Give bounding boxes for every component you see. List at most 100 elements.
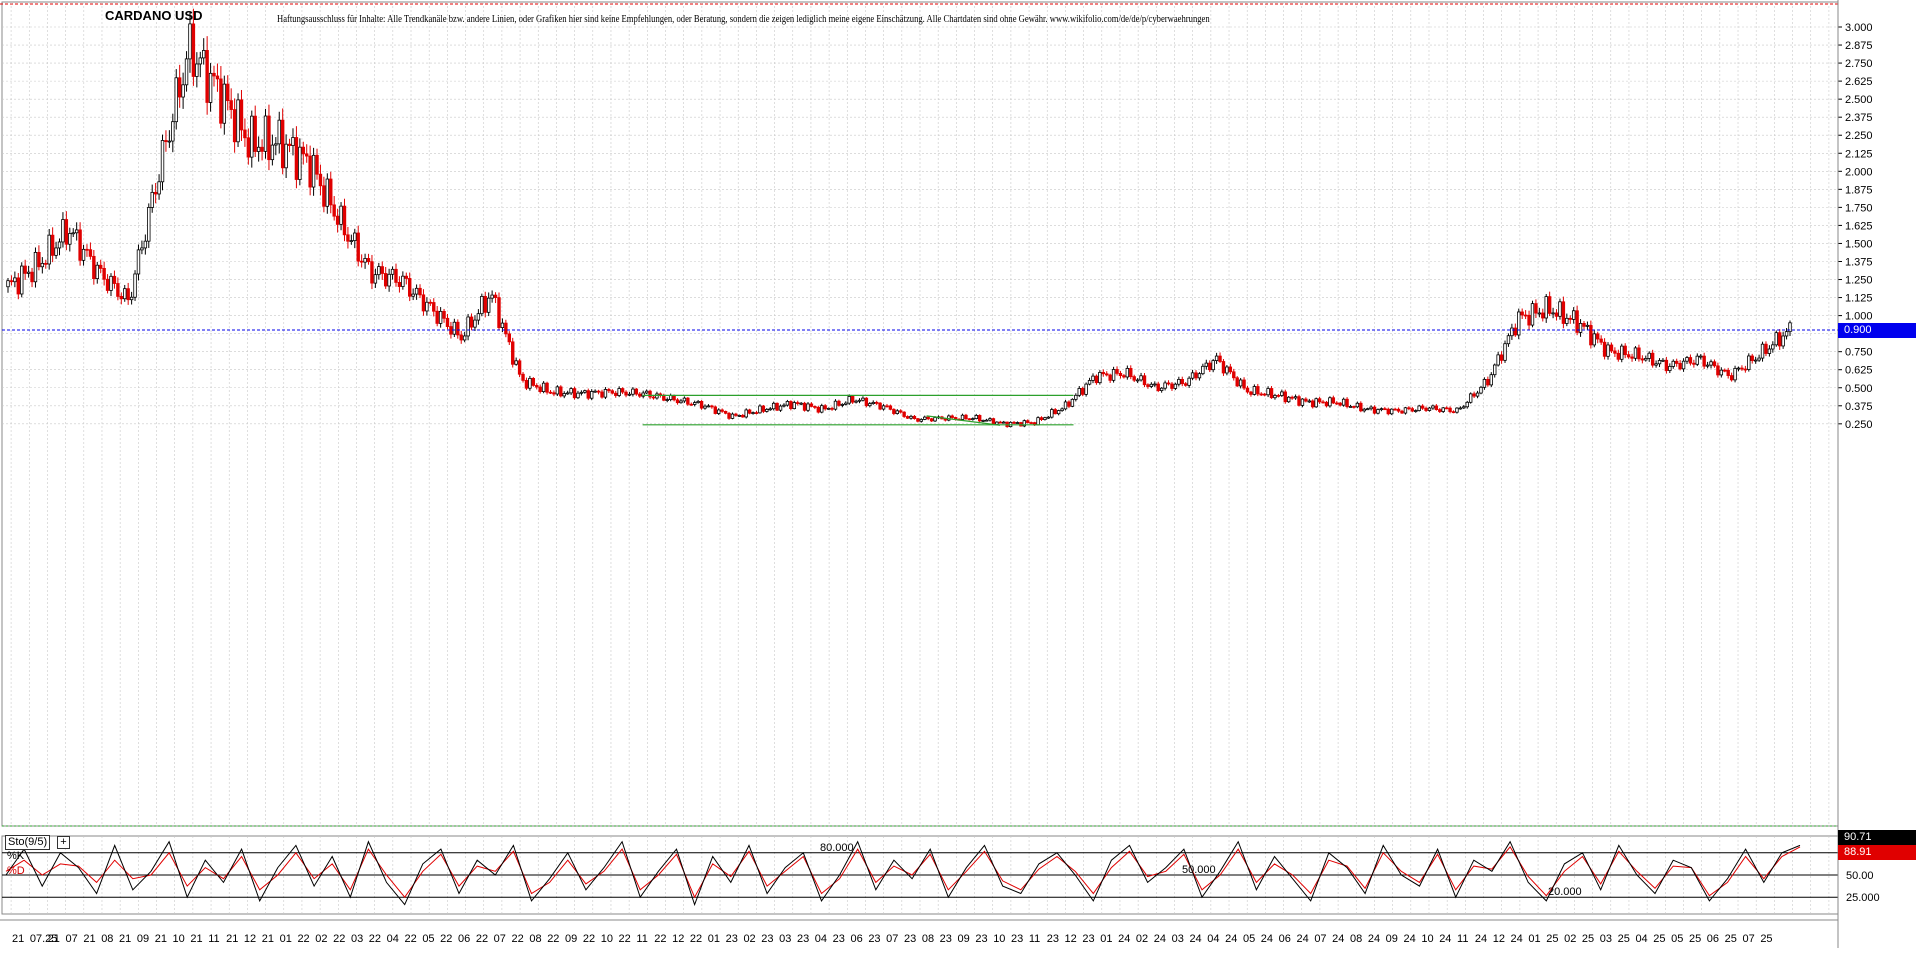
candle-body: [759, 406, 762, 413]
candle-body: [395, 269, 398, 282]
candle-body: [247, 138, 250, 157]
candle-body: [463, 336, 466, 340]
x-tick-label: 06: [1707, 933, 1719, 945]
y-tick-label: 2.500: [1845, 94, 1873, 106]
candle-body: [1662, 360, 1665, 361]
candle-body: [93, 256, 96, 278]
candle-body: [899, 411, 902, 412]
stoch-axis-label: 50.00: [1846, 870, 1874, 882]
x-tick-label: 07: [1742, 933, 1754, 945]
candle-body: [1068, 402, 1071, 406]
candle-body: [367, 258, 370, 261]
candle-body: [738, 415, 741, 416]
candle-body: [302, 147, 305, 154]
candle-body: [353, 233, 356, 241]
candle-body: [130, 297, 133, 299]
candle-body: [206, 50, 209, 102]
candle-body: [893, 409, 896, 413]
candle-body: [264, 116, 267, 151]
candle-body: [1528, 315, 1531, 325]
stoch-axis-label: 25.000: [1846, 892, 1880, 904]
candle-body: [223, 84, 226, 123]
candle-body: [398, 282, 401, 286]
candle-body: [436, 311, 439, 323]
x-tick-label: 11: [208, 933, 219, 945]
candle-body: [1463, 407, 1466, 408]
candle-body: [72, 233, 75, 234]
candle-body: [1658, 360, 1661, 363]
candle-body: [1559, 302, 1562, 317]
candle-body: [1047, 417, 1050, 418]
candle-body: [422, 295, 425, 311]
candle-body: [347, 235, 350, 241]
candle-body: [714, 407, 717, 414]
candle-body: [673, 396, 676, 400]
candle-body: [1329, 398, 1332, 406]
candle-body: [1727, 370, 1730, 375]
x-tick-label: 23: [868, 933, 880, 945]
y-tick-label: 2.375: [1845, 112, 1873, 124]
candle-body: [285, 144, 288, 168]
candle-body: [1521, 312, 1524, 315]
candle-body: [1775, 333, 1778, 345]
candle-body: [951, 416, 954, 418]
candle-body: [1270, 388, 1273, 397]
candle-body: [1215, 356, 1218, 361]
candle-body: [1507, 336, 1510, 344]
candle-body: [226, 84, 229, 101]
candle-body: [1239, 380, 1242, 386]
candle-body: [1497, 355, 1500, 365]
candle-body: [779, 406, 782, 410]
candle-body: [697, 401, 700, 402]
candle-body: [1346, 399, 1349, 406]
candle-body: [913, 416, 916, 418]
candle-body: [357, 233, 360, 261]
candle-body: [577, 393, 580, 398]
candle-body: [638, 394, 641, 396]
indicator-expand-icon[interactable]: +: [57, 836, 70, 849]
candle-body: [1617, 353, 1620, 359]
candle-body: [1432, 406, 1435, 408]
candle-body: [1706, 365, 1709, 366]
candle-body: [34, 252, 37, 281]
candle-body: [1576, 311, 1579, 333]
x-tick-label: 04: [1207, 933, 1219, 945]
candle-body: [1590, 325, 1593, 345]
candle-body: [1250, 392, 1253, 394]
candle-body: [1129, 368, 1132, 376]
candle-body: [86, 249, 89, 250]
candle-body: [1243, 380, 1246, 388]
x-tick-label: 24: [1154, 933, 1166, 945]
candle-body: [1119, 373, 1122, 375]
candle-body: [573, 389, 576, 398]
candle-body: [1768, 349, 1771, 353]
candle-body: [1411, 409, 1414, 411]
y-tick-label: 2.625: [1845, 76, 1873, 88]
y-tick-label: 2.875: [1845, 40, 1873, 52]
x-tick-label: 04: [387, 933, 399, 945]
candle-body: [261, 147, 264, 151]
y-tick-label: 1.625: [1845, 220, 1873, 232]
candle-body: [1171, 384, 1174, 388]
candle-body: [769, 409, 772, 410]
candle-body: [1675, 361, 1678, 363]
candle-body: [1356, 403, 1359, 407]
candle-body: [144, 241, 147, 248]
candle-body: [1061, 409, 1064, 411]
candle-body: [906, 416, 909, 418]
candle-body: [237, 100, 240, 142]
x-tick-label: 21: [12, 933, 24, 945]
x-tick-label: 23: [904, 933, 916, 945]
x-tick-label: 07: [494, 933, 506, 945]
candle-body: [711, 406, 714, 407]
candle-body: [309, 156, 312, 187]
candle-body: [1693, 363, 1696, 364]
candle-body: [1064, 402, 1067, 409]
candle-body: [999, 422, 1002, 423]
candle-body: [1445, 408, 1448, 409]
indicator-label[interactable]: Sto(9/5): [5, 835, 50, 850]
candle-body: [882, 406, 885, 409]
candle-body: [1624, 346, 1627, 355]
candle-body: [669, 396, 672, 400]
candle-body: [1126, 368, 1129, 377]
